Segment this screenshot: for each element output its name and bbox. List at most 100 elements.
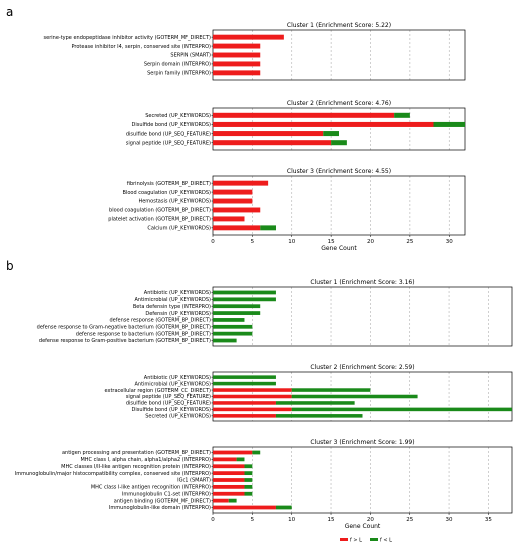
category-label: Disulfide bond (UP_KEYWORDS) xyxy=(131,407,211,413)
category-label: IGc1 (SMART) xyxy=(177,478,211,484)
category-label: defense response to Gram-negative bacter… xyxy=(37,324,211,330)
x-tick-label: 15 xyxy=(328,517,335,523)
bar-f-lt-l xyxy=(331,140,347,146)
bar-f-gt-l xyxy=(213,43,261,49)
x-axis-label: Gene Count xyxy=(321,245,357,252)
bar-f-lt-l xyxy=(213,338,237,343)
bar-f-gt-l xyxy=(213,131,324,137)
category-label: Antibiotic (UP_KEYWORDS) xyxy=(144,290,211,296)
x-tick-label: 20 xyxy=(367,239,374,245)
bar-f-gt-l xyxy=(213,225,261,231)
bar-f-lt-l xyxy=(291,388,371,392)
category-label: Antimicrobial (UP_KEYWORDS) xyxy=(134,297,211,303)
bar-f-lt-l xyxy=(244,491,253,496)
category-label: MHC class I, alpha chain, alpha1/alpha2 … xyxy=(80,457,211,463)
x-tick-label: 30 xyxy=(446,239,453,245)
bar-f-gt-l xyxy=(213,491,245,496)
x-tick-label: 35 xyxy=(485,517,492,523)
bar-f-lt-l xyxy=(213,297,276,302)
legend-swatch xyxy=(340,538,348,541)
bar-f-gt-l xyxy=(213,216,245,222)
bar-f-gt-l xyxy=(213,414,276,418)
bar-f-gt-l xyxy=(213,450,253,455)
category-label: Immunoglobulin/major histocompatibility … xyxy=(15,471,211,477)
bar-f-gt-l xyxy=(213,34,284,40)
bar-f-lt-l xyxy=(244,478,253,482)
plot-frame xyxy=(212,446,513,514)
category-label: extracellular region (GOTERM_CC_DIRECT) xyxy=(105,388,212,394)
category-label: disulfide bond (UP_SEQ_FEATURE) xyxy=(126,131,211,137)
x-tick-label: 10 xyxy=(288,517,295,523)
bar-f-lt-l xyxy=(213,381,276,386)
category-label: Immunoglobulin C1-set (INTERPRO) xyxy=(122,491,211,497)
subplot-title: Cluster 3 (Enrichment Score: 4.55) xyxy=(287,168,391,175)
x-tick-label: 30 xyxy=(446,517,453,523)
bar-f-gt-l xyxy=(213,498,229,503)
bar-f-gt-l xyxy=(213,207,261,213)
bar-f-lt-l xyxy=(275,414,363,418)
category-label: Immunoglobulin-like domain (INTERPRO) xyxy=(109,505,211,511)
x-axis-label: Gene Count xyxy=(345,523,381,530)
category-label: Blood coagulation (UP_KEYWORDS) xyxy=(123,190,212,196)
panel-a-label: a xyxy=(6,5,13,19)
bar-f-lt-l xyxy=(213,375,276,379)
bar-f-gt-l xyxy=(213,478,245,482)
category-label: disulfide bond (UP_SEQ_FEATURE) xyxy=(126,401,211,407)
bar-f-lt-l xyxy=(260,225,276,231)
category-label: Calcium (UP_KEYWORDS) xyxy=(147,226,211,232)
subplot-b-2: Cluster 2 (Enrichment Score: 2.59) Antibi… xyxy=(105,364,513,422)
category-label: Defensin (UP_KEYWORDS) xyxy=(145,311,211,317)
category-label: Antimicrobial (UP_KEYWORDS) xyxy=(134,381,211,387)
category-label: Antibiotic (UP_KEYWORDS) xyxy=(144,375,211,381)
category-label: defense response to Gram-positive bacter… xyxy=(39,338,211,344)
category-label: Serpin domain (INTERPRO) xyxy=(144,62,211,68)
bar-f-lt-l xyxy=(291,407,512,412)
bar-f-gt-l xyxy=(213,112,395,118)
category-label: Secreted (UP_KEYWORDS) xyxy=(145,113,211,119)
category-label: SERPIN (SMART) xyxy=(170,53,211,59)
category-label: defense response to bacterium (GOTERM_BP… xyxy=(76,331,211,337)
category-label: Serpin family (INTERPRO) xyxy=(147,71,211,77)
bar-f-gt-l xyxy=(213,189,253,195)
category-label: Hemostasis (UP_KEYWORDS) xyxy=(138,199,211,205)
bar-f-lt-l xyxy=(213,324,253,329)
subplot-b-3: Cluster 3 (Enrichment Score: 1.99) antige… xyxy=(15,439,513,530)
category-label: defense response (GOTERM_BP_DIRECT) xyxy=(110,318,212,324)
bar-f-gt-l xyxy=(213,180,269,186)
category-label: blood coagulation (GOTERM_BP_DIRECT) xyxy=(109,208,211,214)
bar-f-gt-l xyxy=(213,52,261,58)
legend-swatch xyxy=(370,538,378,541)
category-label: Disulfide bond (UP_KEYWORDS) xyxy=(131,122,211,128)
bar-f-gt-l xyxy=(213,464,245,469)
x-tick-label: 20 xyxy=(367,517,374,523)
bar-f-gt-l xyxy=(213,394,292,399)
bar-f-gt-l xyxy=(213,61,261,67)
bar-f-lt-l xyxy=(244,484,253,489)
panel-b-label: b xyxy=(6,259,14,273)
subplot-a-3: Cluster 3 (Enrichment Score: 4.55) fibrin… xyxy=(108,168,466,252)
category-label: signal peptide (UP_SEQ_FEATURE) xyxy=(126,394,211,400)
bar-f-gt-l xyxy=(213,388,292,392)
bar-f-gt-l xyxy=(213,70,261,76)
charts-group: Cluster 1 (Enrichment Score: 5.22) serine… xyxy=(15,22,513,530)
bar-f-gt-l xyxy=(213,140,332,146)
subplot-title: Cluster 1 (Enrichment Score: 3.16) xyxy=(310,279,414,286)
bar-f-lt-l xyxy=(213,318,245,322)
subplot-title: Cluster 2 (Enrichment Score: 4.76) xyxy=(287,100,391,107)
category-label: Beta defensin type (INTERPRO) xyxy=(133,304,211,310)
x-tick-label: 25 xyxy=(406,517,413,523)
bar-f-lt-l xyxy=(323,131,339,137)
category-label: fibrinolysis (GOTERM_BP_DIRECT) xyxy=(127,181,211,187)
bar-f-gt-l xyxy=(213,505,276,510)
x-tick-label: 0 xyxy=(211,517,215,523)
x-tick-label: 25 xyxy=(406,239,413,245)
bar-f-gt-l xyxy=(213,484,245,489)
bar-f-lt-l xyxy=(394,112,410,118)
x-tick-label: 15 xyxy=(328,239,335,245)
bar-f-lt-l xyxy=(213,311,261,315)
subplot-title: Cluster 3 (Enrichment Score: 1.99) xyxy=(310,439,414,446)
bar-f-lt-l xyxy=(236,457,245,462)
bar-f-lt-l xyxy=(228,498,237,503)
subplot-title: Cluster 2 (Enrichment Score: 2.59) xyxy=(310,364,414,371)
plot-frame xyxy=(212,175,466,236)
